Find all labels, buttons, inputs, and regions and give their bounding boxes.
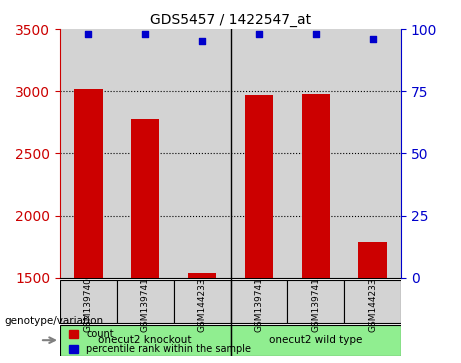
FancyBboxPatch shape — [230, 325, 401, 356]
Bar — [358, 242, 387, 278]
FancyBboxPatch shape — [60, 325, 230, 356]
Bar — [188, 273, 216, 278]
Point — [312, 31, 319, 37]
Bar — [131, 119, 160, 278]
FancyBboxPatch shape — [287, 280, 344, 323]
Point — [198, 38, 206, 44]
Text: onecut2 knockout: onecut2 knockout — [99, 335, 192, 345]
FancyBboxPatch shape — [230, 280, 287, 323]
Text: genotype/variation: genotype/variation — [5, 316, 104, 326]
Text: GSM1397410: GSM1397410 — [141, 272, 150, 332]
FancyBboxPatch shape — [174, 280, 230, 323]
Point — [142, 31, 149, 37]
FancyBboxPatch shape — [117, 280, 174, 323]
Bar — [301, 94, 330, 278]
Text: GSM1397411: GSM1397411 — [254, 272, 263, 332]
FancyBboxPatch shape — [344, 280, 401, 323]
Point — [369, 36, 376, 42]
Text: onecut2 wild type: onecut2 wild type — [269, 335, 362, 345]
Bar — [245, 95, 273, 278]
Point — [255, 31, 263, 37]
FancyBboxPatch shape — [60, 280, 117, 323]
Bar — [74, 89, 102, 278]
Text: GSM1442336: GSM1442336 — [368, 272, 377, 332]
Legend: count, percentile rank within the sample: count, percentile rank within the sample — [65, 326, 255, 358]
Point — [85, 31, 92, 37]
Title: GDS5457 / 1422547_at: GDS5457 / 1422547_at — [150, 13, 311, 26]
Text: GSM1397409: GSM1397409 — [84, 272, 93, 332]
Text: GSM1397412: GSM1397412 — [311, 272, 320, 332]
Text: GSM1442337: GSM1442337 — [198, 272, 207, 332]
